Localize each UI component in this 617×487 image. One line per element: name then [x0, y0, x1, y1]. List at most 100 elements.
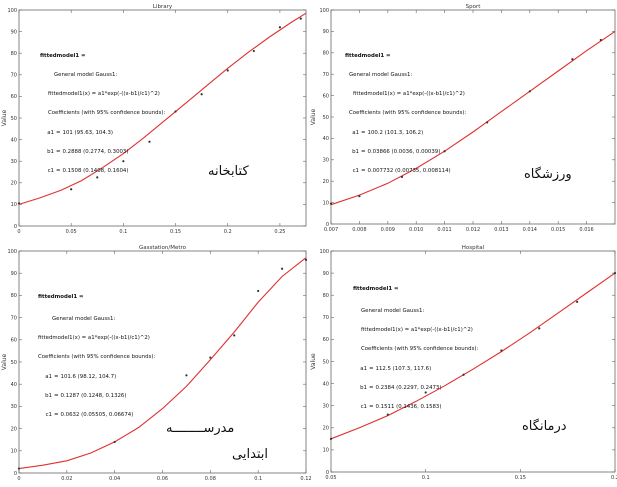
- y-tick-label: 10: [323, 448, 329, 454]
- y-tick-label: 90: [323, 29, 329, 35]
- x-tick-label: 0.014: [523, 227, 537, 233]
- data-point: [599, 38, 602, 42]
- chart-svg-sport: Sport 0 10 20 30 40 50 60 70 80 90 100 0.007 0.008 0.0…: [310, 4, 616, 233]
- plot-frame: [330, 250, 616, 473]
- x-tick-label: 0.15: [170, 229, 181, 235]
- data-point: [299, 17, 302, 20]
- x-tick-label: 0.2: [224, 229, 232, 235]
- fit-curve: [330, 272, 616, 440]
- coef-value: 112.5 (107.3, 117.6): [375, 365, 432, 372]
- coef-name: b1: [45, 392, 52, 399]
- data-point: [17, 202, 21, 205]
- coef-row: a1 = 112.5 (107.3, 117.6): [353, 366, 478, 372]
- y-tick-label: 60: [11, 338, 17, 344]
- y-tick-label: 90: [11, 271, 17, 277]
- chart-panel-hospital: Hospital 0 10 20 30 40 50 60 70 80 90 100 0.05 0.1 0.1…: [309, 241, 617, 487]
- coef-name: c1: [352, 168, 359, 175]
- y-tick-label: 0: [14, 224, 17, 230]
- coef-value: 0.03866 (0.0036, 0.00039): [367, 148, 441, 155]
- x-tick-label: 0.2: [611, 475, 617, 481]
- fit-result-box: fittedmodel1 = General model Gauss1: fit…: [353, 273, 478, 423]
- y-tick-label: 20: [323, 179, 329, 185]
- y-tick-label: 0: [14, 471, 17, 477]
- y-tick-label: 100: [7, 8, 17, 14]
- y-tick-label: 60: [11, 94, 17, 100]
- fit-curve: [330, 30, 616, 206]
- data-point: [226, 69, 229, 72]
- y-axis-label: Value: [1, 353, 8, 370]
- y-tick-label: 70: [323, 72, 329, 78]
- coef-value: 101 (95.63, 104.3): [62, 129, 114, 136]
- coef-row: b1 = 0.1287 (0.1248, 0.1326): [38, 393, 155, 399]
- data-point: [280, 267, 284, 270]
- persian-label: مدرســــــــه: [166, 421, 235, 436]
- y-tick-label: 0: [326, 470, 329, 476]
- chart-svg-library: Library 0 10 20 30 40 50 60 70 80 90 100 0 0.05 0.1 0.1…: [1, 4, 307, 235]
- x-tick-label: 0.06: [157, 476, 168, 482]
- data-point: [358, 195, 361, 198]
- coef-row: a1 = 101.6 (98.12, 104.7): [38, 374, 155, 380]
- coef-value: 101.6 (98.12, 104.7): [60, 373, 117, 380]
- data-point: [200, 93, 203, 96]
- y-tick-label: 100: [7, 249, 17, 255]
- persian-label: کتابخانه: [208, 164, 249, 179]
- fit-equation: fittedmodel1(x) = a1*exp(-((x-b1)/c1)^2): [361, 327, 473, 334]
- y-tick-label: 50: [11, 360, 17, 366]
- x-tick-label: 0.08: [205, 476, 216, 482]
- fit-conf-note: Coefficients (with 95% confidence bounds…: [48, 110, 166, 117]
- data-point: [613, 272, 617, 275]
- y-axis-label: Value: [1, 109, 8, 126]
- x-tick-label: 0.04: [109, 476, 120, 482]
- y-tick-label: 30: [323, 158, 329, 164]
- coef-row: a1 = 100.2 (101.3, 106.2): [345, 130, 466, 136]
- coef-value: 0.2384 (0.2297, 0.2473): [375, 384, 442, 391]
- y-tick-label: 10: [323, 200, 329, 206]
- x-tick-label: 0.007: [324, 227, 338, 233]
- chart-panel-gasstation: Gasstation/Metro 0 10 20 30 40 50 60 70 80 90 100 0 0…: [0, 241, 312, 487]
- data-point: [462, 373, 465, 376]
- y-tick-label: 80: [323, 51, 329, 57]
- fit-model-type: General model Gauss1:: [54, 72, 118, 79]
- y-tick-label: 90: [11, 29, 17, 35]
- chart-panel-library: Library 0 10 20 30 40 50 60 70 80 90 100 0 0.05 0.1 0.1…: [0, 0, 308, 240]
- fit-header: fittedmodel1 =: [38, 293, 84, 300]
- x-tick-label: 0: [17, 229, 20, 235]
- y-axis-label: Value: [310, 108, 317, 125]
- y-tick-label: 100: [319, 249, 329, 255]
- y-tick-label: 20: [11, 426, 17, 432]
- x-tick-label: 0.12: [300, 476, 311, 482]
- y-tick-label: 40: [11, 382, 17, 388]
- x-tick-label: 0.009: [381, 227, 395, 233]
- fit-equation: fittedmodel1(x) = a1*exp(-((x-b1)/c1)^2): [38, 335, 150, 342]
- fit-model-type: General model Gauss1:: [52, 316, 116, 323]
- y-tick-label: 60: [323, 337, 329, 343]
- x-tick-label: 0.011: [437, 227, 451, 233]
- coef-row: b1 = 0.03866 (0.0036, 0.00039): [345, 149, 466, 155]
- x-tick-label: 0.013: [494, 227, 508, 233]
- data-point: [386, 413, 389, 416]
- data-point: [571, 58, 574, 61]
- coef-name: a1: [45, 373, 52, 380]
- fit-equation: fittedmodel1(x) = a1*exp(-((x-b1)/c1)^2): [48, 91, 160, 98]
- coef-value: 0.1511 (0.1436, 0.1583): [375, 404, 442, 411]
- chart-title: Sport: [466, 4, 482, 10]
- y-tick-label: 80: [11, 293, 17, 299]
- persian-label: ورزشگاه: [524, 167, 572, 182]
- y-tick-label: 30: [11, 404, 17, 410]
- data-point: [538, 327, 541, 330]
- coef-name: b1: [47, 148, 54, 155]
- data-point: [148, 140, 151, 143]
- coef-value: 0.2888 (0.2774, 0.3003): [62, 148, 129, 155]
- data-point: [500, 349, 503, 352]
- y-tick-label: 50: [11, 116, 17, 122]
- data-point: [329, 202, 333, 205]
- data-point: [185, 374, 188, 377]
- chart-svg-hospital: Hospital 0 10 20 30 40 50 60 70 80 90 100 0.05 0.1 0.1…: [310, 245, 617, 481]
- x-tick-label: 0.15: [515, 475, 526, 481]
- data-point: [304, 258, 308, 261]
- coef-row: b1 = 0.2888 (0.2774, 0.3003): [40, 149, 165, 155]
- y-tick-label: 40: [323, 136, 329, 142]
- coef-value: 0.0632 (0.05505, 0.06674): [60, 412, 134, 419]
- data-point: [443, 150, 446, 153]
